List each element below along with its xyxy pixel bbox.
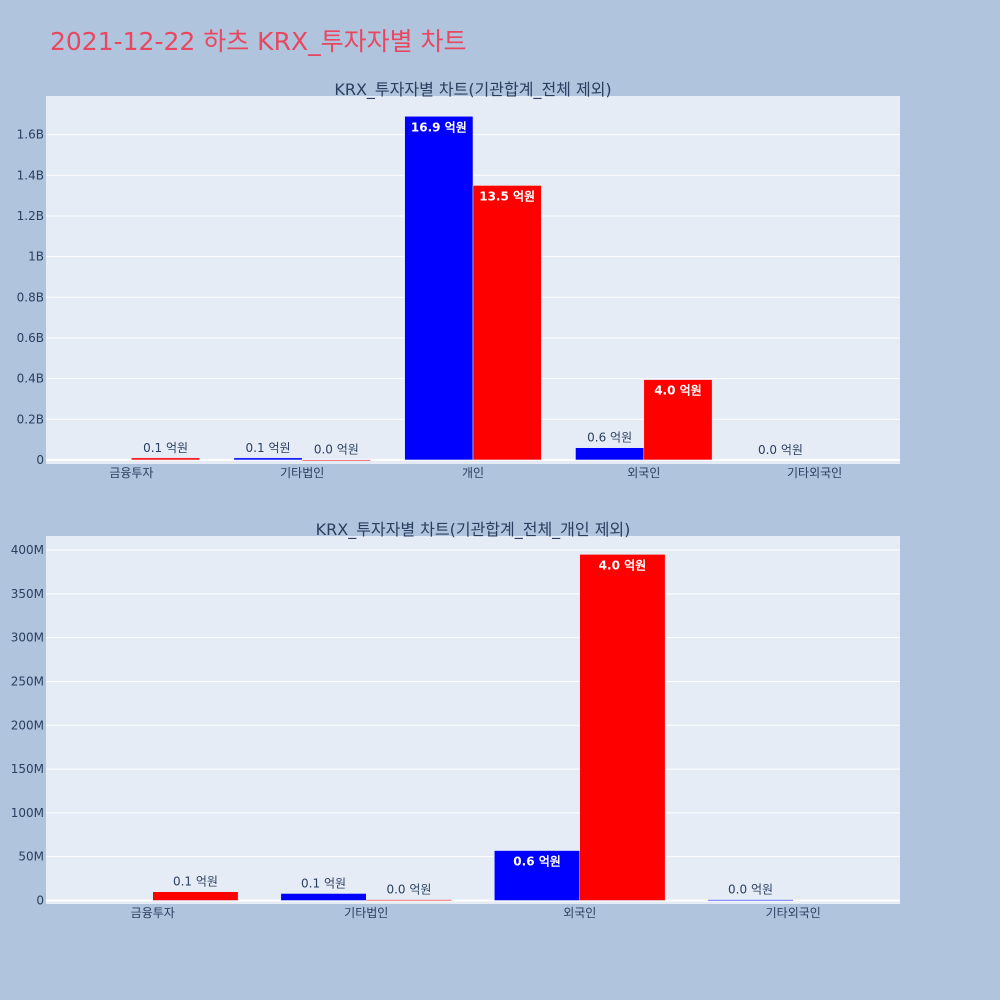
bar-data-label: 4.0 억원 bbox=[599, 558, 647, 572]
chart-subtitle: KRX_투자자별 차트(기관합계_전체_개인 제외) bbox=[316, 520, 631, 540]
x-tick-label: 금융투자 bbox=[109, 466, 153, 480]
x-tick-label: 기타외국인 bbox=[766, 906, 821, 920]
plot-area bbox=[46, 536, 900, 904]
y-tick-label: 150M bbox=[11, 762, 44, 776]
y-tick-label: 0.8B bbox=[17, 290, 44, 304]
bar bbox=[579, 554, 666, 901]
x-tick-label: 외국인 bbox=[563, 906, 596, 920]
chart-1: 0 0.2B 0.4B 0.6B 0.8B 1B 1.2B 1.4B 1.6B KRX_투자자별 … bbox=[17, 80, 900, 480]
bar bbox=[575, 447, 645, 461]
y-tick-label: 350M bbox=[11, 587, 44, 601]
y-tick-label: 1.6B bbox=[17, 128, 44, 142]
bar-data-label: 0.1 억원 bbox=[173, 875, 218, 889]
chart-2: 0 50M 100M 150M 200M 250M 300M 350M 400M KRX_투자자별… bbox=[11, 520, 900, 920]
bar bbox=[152, 891, 239, 901]
bar bbox=[280, 893, 367, 901]
y-tick-label: 0.6B bbox=[17, 331, 44, 345]
bar-data-label: 0.1 억원 bbox=[246, 441, 291, 455]
x-tick-label: 개인 bbox=[462, 466, 484, 480]
y-tick-label: 1.2B bbox=[17, 209, 44, 223]
y-tick-label: 300M bbox=[11, 631, 44, 645]
chart-subtitle: KRX_투자자별 차트(기관합계_전체 제외) bbox=[334, 80, 611, 100]
y-tick-label: 400M bbox=[11, 543, 44, 557]
y-tick-label: 0.4B bbox=[17, 372, 44, 386]
x-tick-label: 기타법인 bbox=[344, 906, 388, 920]
y-tick-label: 0.2B bbox=[17, 412, 44, 426]
y-tick-label: 250M bbox=[11, 674, 44, 688]
bar bbox=[643, 379, 713, 461]
bar-data-label: 4.0 억원 bbox=[654, 384, 702, 398]
x-tick-label: 금융투자 bbox=[131, 906, 175, 920]
bar-data-label: 0.0 억원 bbox=[386, 883, 431, 897]
bar bbox=[366, 899, 452, 901]
bar bbox=[707, 899, 794, 901]
y-tick-label: 0 bbox=[36, 893, 44, 907]
bar-data-label: 0.1 억원 bbox=[301, 876, 346, 890]
bar bbox=[494, 850, 581, 901]
y-tick-label: 100M bbox=[11, 806, 44, 820]
y-tick-label: 200M bbox=[11, 718, 44, 732]
x-tick-label: 기타법인 bbox=[280, 466, 324, 480]
bar bbox=[233, 457, 303, 461]
bar-data-label: 13.5 억원 bbox=[479, 189, 535, 203]
bar-data-label: 0.0 억원 bbox=[314, 443, 359, 457]
bar bbox=[301, 459, 371, 461]
bar bbox=[472, 185, 542, 461]
bar-data-label: 0.0 억원 bbox=[758, 443, 803, 457]
y-tick-label: 1B bbox=[28, 250, 44, 264]
y-tick-label: 1.4B bbox=[17, 168, 44, 182]
y-tick-label: 0 bbox=[36, 453, 44, 467]
bar-data-label: 0.1 억원 bbox=[143, 441, 188, 455]
bar-data-label: 16.9 억원 bbox=[411, 120, 467, 134]
x-tick-label: 기타외국인 bbox=[787, 466, 842, 480]
bar bbox=[404, 116, 474, 461]
bar-data-label: 0.6 억원 bbox=[513, 855, 561, 869]
page-title: 2021-12-22 하츠 KRX_투자자별 차트 bbox=[50, 27, 467, 56]
bar-data-label: 0.6 억원 bbox=[587, 431, 632, 445]
bar bbox=[131, 457, 200, 461]
y-tick-label: 50M bbox=[18, 850, 44, 864]
bar-data-label: 0.0 억원 bbox=[728, 883, 773, 897]
x-tick-label: 외국인 bbox=[627, 466, 660, 480]
